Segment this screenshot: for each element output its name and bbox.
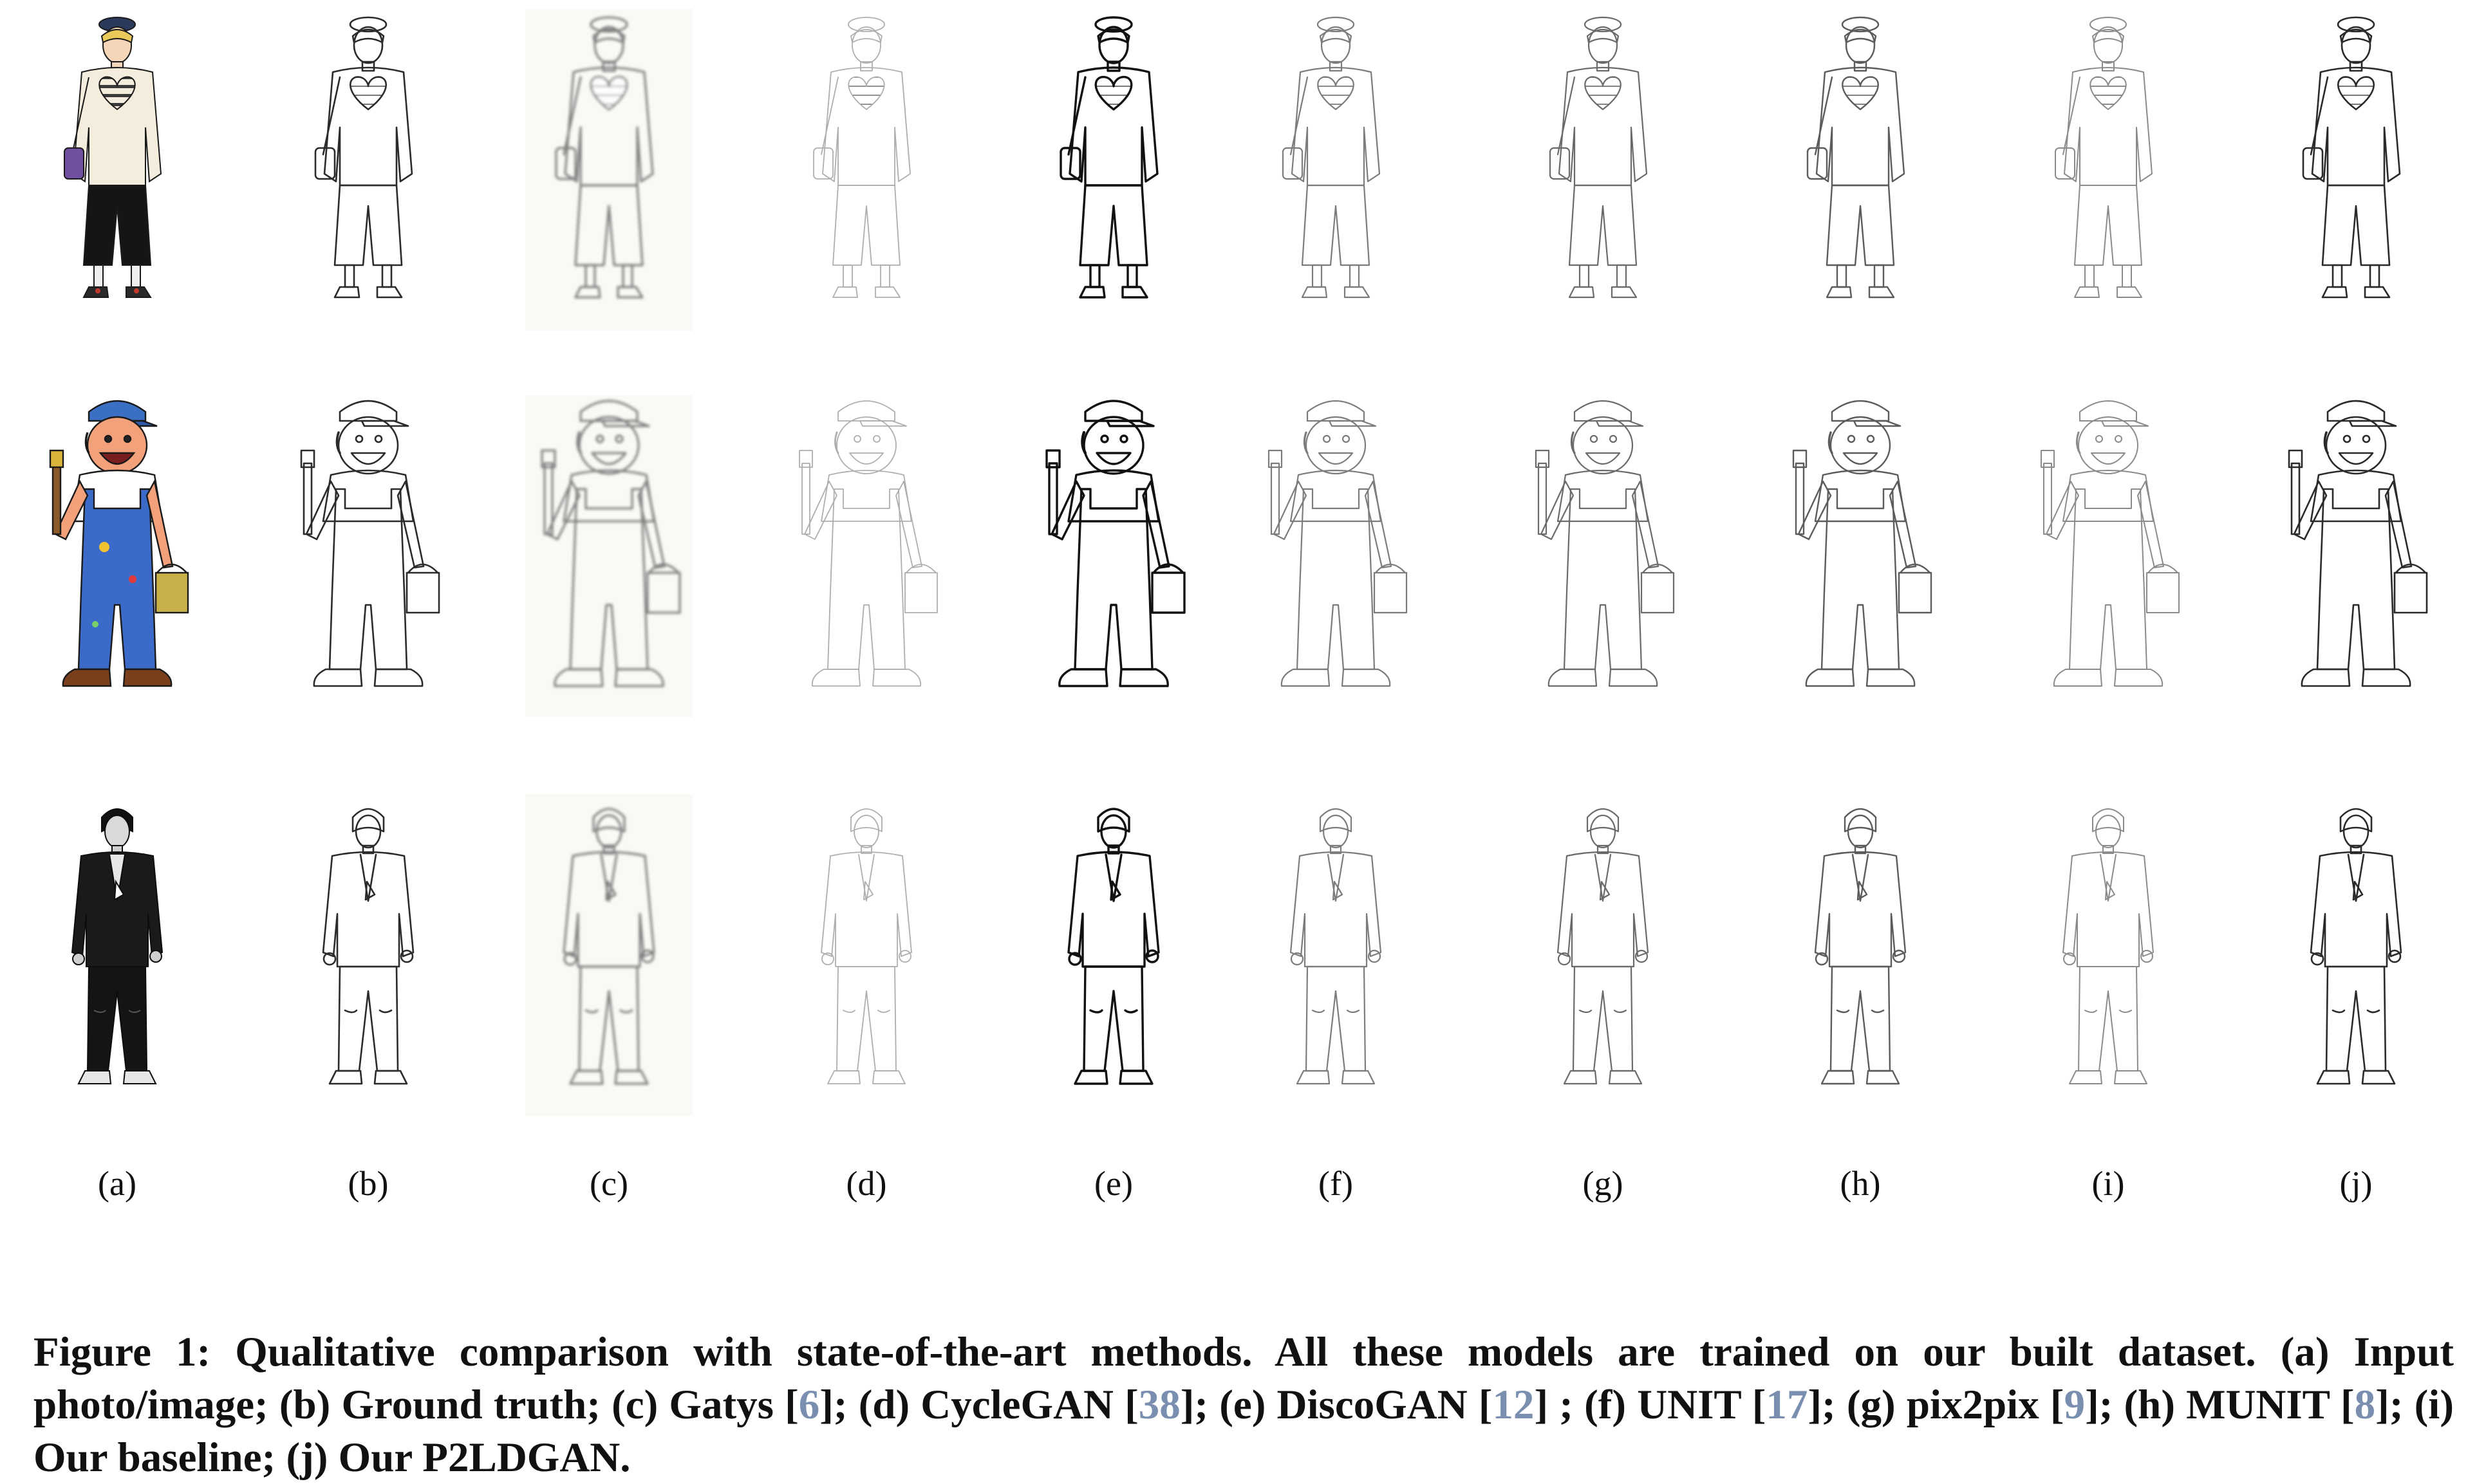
citation-ref[interactable]: 12 xyxy=(1492,1382,1535,1428)
figure-cell-r3-i xyxy=(2062,808,2154,1084)
figure-cell-r1-j xyxy=(2302,16,2401,299)
figure-cell-r1-a xyxy=(64,17,162,298)
column-label-e: (e) xyxy=(1094,1164,1133,1203)
figure-cell-r2-j xyxy=(2288,400,2428,687)
column-label-a: (a) xyxy=(98,1164,136,1203)
figure-cell-r2-e xyxy=(1045,400,1186,687)
figure-cell-r3-b xyxy=(322,808,415,1085)
figure-cell-r1-g xyxy=(1549,16,1648,299)
figure-cell-r3-h xyxy=(1814,808,1907,1085)
caption-text: ]; (e) DiscoGAN [ xyxy=(1180,1382,1493,1428)
figure-cell-r3-a xyxy=(71,808,164,1084)
caption-text: ] ; (f) UNIT [ xyxy=(1534,1382,1766,1428)
citation-ref[interactable]: 8 xyxy=(2354,1382,2376,1428)
figure-cell-r3-f xyxy=(1289,808,1382,1085)
caption-text: ]; (d) CycleGAN [ xyxy=(819,1382,1139,1428)
caption-text: ]; (h) MUNIT [ xyxy=(2085,1382,2355,1428)
column-label-h: (h) xyxy=(1840,1164,1881,1203)
figure-cell-r1-d xyxy=(813,17,911,298)
figure-cell-r1-h xyxy=(1806,16,1905,299)
citation-ref[interactable]: 9 xyxy=(2064,1382,2086,1428)
column-label-g: (g) xyxy=(1582,1164,1623,1203)
figure-grid xyxy=(49,9,2428,1116)
figure-cell-r2-a xyxy=(49,400,189,687)
citation-ref[interactable]: 6 xyxy=(798,1382,820,1428)
figure-cell-r2-f xyxy=(1267,400,1408,687)
figure-cell-r3-d xyxy=(821,808,912,1084)
figure-cell-r2-d xyxy=(799,400,938,687)
caption-text: ]; (g) pix2pix [ xyxy=(1808,1382,2064,1428)
column-label-c: (c) xyxy=(590,1164,628,1203)
caption-text: Figure 1: Qualitative comparison with st… xyxy=(33,1329,2454,1428)
figure-cell-r1-f xyxy=(1282,16,1381,299)
citation-ref[interactable]: 38 xyxy=(1138,1382,1181,1428)
figure-cell-r2-h xyxy=(1792,400,1932,687)
figure-cell-r2-g xyxy=(1535,400,1675,687)
comparison-figure: (a) (b) (c) (d) (e) (f) (g) (h) (i) (j) xyxy=(49,9,2428,1203)
figure-cell-r1-e xyxy=(1060,16,1159,299)
column-label-b: (b) xyxy=(348,1164,389,1203)
figure-cell-r1-i xyxy=(2055,17,2153,298)
figure-caption: Figure 1: Qualitative comparison with st… xyxy=(33,1326,2454,1484)
figure-cell-r3-e xyxy=(1067,808,1160,1085)
column-label-d: (d) xyxy=(846,1164,887,1203)
figure-cell-r2-i xyxy=(2041,400,2180,687)
column-label-i: (i) xyxy=(2091,1164,2125,1203)
column-label-f: (f) xyxy=(1318,1164,1353,1203)
figure-cell-r1-b xyxy=(314,16,413,299)
figure-cell-r2-c xyxy=(525,395,693,717)
figure-cell-r1-c xyxy=(525,9,693,331)
figure-cell-r3-j xyxy=(2310,808,2402,1085)
figure-cell-r3-g xyxy=(1556,808,1649,1085)
figure-cell-r2-b xyxy=(300,400,440,687)
citation-ref[interactable]: 17 xyxy=(1766,1382,1808,1428)
column-label-j: (j) xyxy=(2339,1164,2373,1203)
figure-cell-r3-c xyxy=(525,794,693,1116)
